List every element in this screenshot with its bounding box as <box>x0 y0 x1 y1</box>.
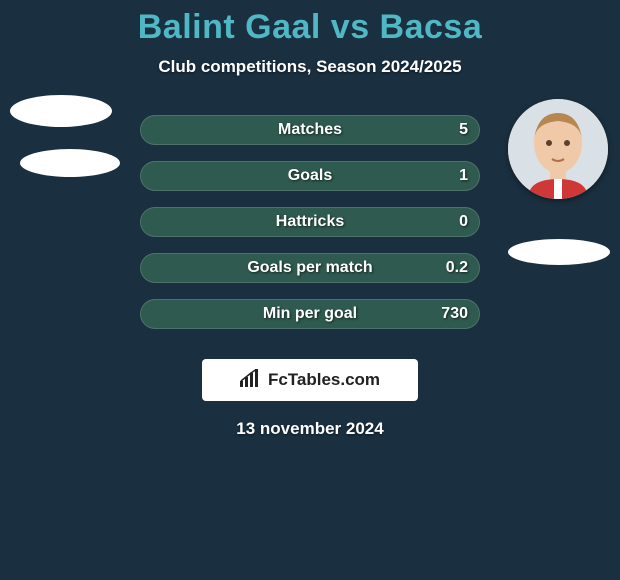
stat-label: Goals <box>288 167 332 185</box>
stat-value-right: 730 <box>441 305 468 323</box>
stat-value-right: 0 <box>459 213 468 231</box>
stat-bar: Goals per match 0.2 <box>140 253 480 283</box>
stat-row: Goals per match 0.2 <box>0 245 620 291</box>
stat-row: Min per goal 730 <box>0 291 620 337</box>
stats-area: Matches 5 Goals 1 Hattricks 0 Goals per match 0… <box>0 107 620 337</box>
stat-row: Matches 5 <box>0 107 620 153</box>
stat-bar: Hattricks 0 <box>140 207 480 237</box>
stat-value-right: 1 <box>459 167 468 185</box>
stat-label: Hattricks <box>276 213 344 231</box>
stat-bar: Goals 1 <box>140 161 480 191</box>
logo-box: FcTables.com <box>202 359 418 401</box>
stat-label: Min per goal <box>263 305 357 323</box>
stat-label: Goals per match <box>247 259 372 277</box>
page-title: Balint Gaal vs Bacsa <box>0 0 620 47</box>
stat-value-right: 5 <box>459 121 468 139</box>
stat-row: Hattricks 0 <box>0 199 620 245</box>
subtitle: Club competitions, Season 2024/2025 <box>0 57 620 77</box>
date-text: 13 november 2024 <box>0 419 620 439</box>
comparison-card: Balint Gaal vs Bacsa Club competitions, … <box>0 0 620 580</box>
stat-bar: Min per goal 730 <box>140 299 480 329</box>
bars-icon <box>240 369 262 392</box>
stat-row: Goals 1 <box>0 153 620 199</box>
logo-text: FcTables.com <box>268 370 380 390</box>
stat-label: Matches <box>278 121 342 139</box>
stat-value-right: 0.2 <box>446 259 468 277</box>
stat-bar: Matches 5 <box>140 115 480 145</box>
